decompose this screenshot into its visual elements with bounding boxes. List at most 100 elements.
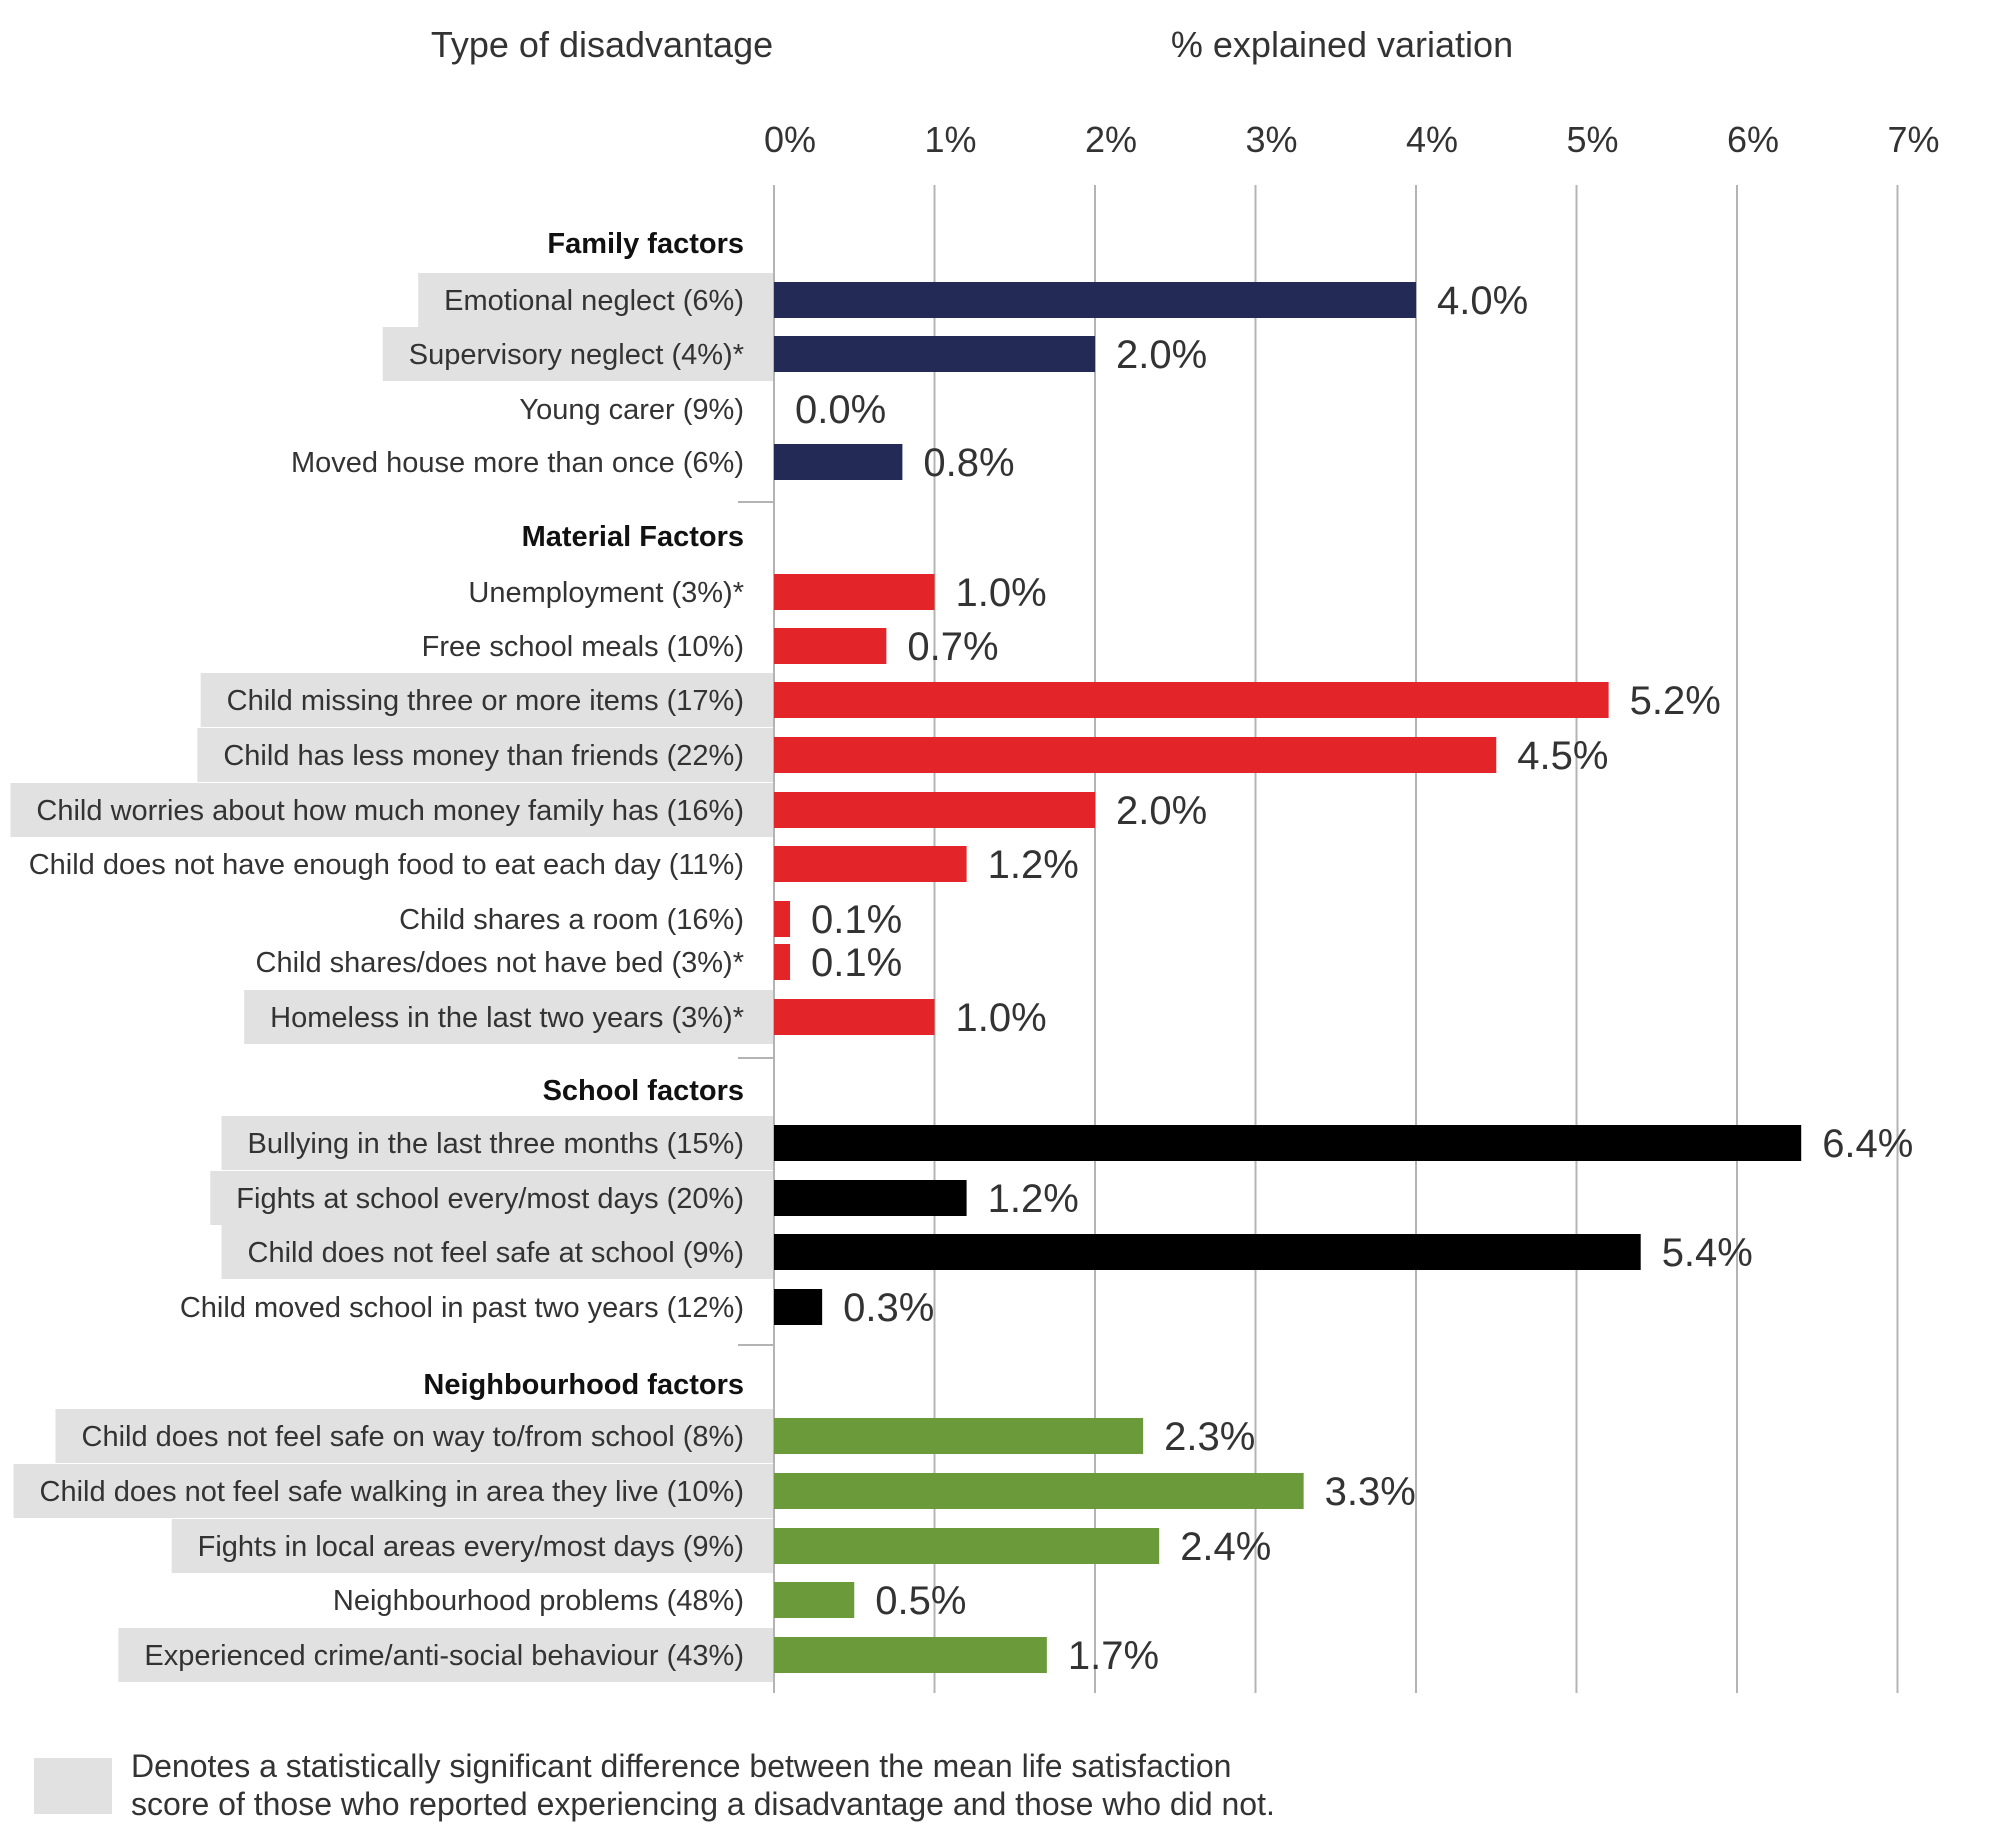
x-tick-label: 4% (1406, 119, 1458, 160)
row-label: Moved house more than once (6%) (291, 447, 744, 479)
bar (774, 1582, 855, 1618)
axis-separators (738, 501, 774, 1346)
row-label: Homeless in the last two years (3%)* (270, 1002, 744, 1034)
row-label: Child worries about how much money famil… (36, 795, 744, 827)
value-label: 3.3% (1325, 1470, 1416, 1514)
bar (774, 628, 887, 664)
significance-highlight (210, 1171, 774, 1225)
bar (774, 737, 1497, 773)
legend: Denotes a statistically significant diff… (34, 1748, 1275, 1822)
row-label: Neighbourhood problems (48%) (333, 1585, 744, 1617)
row-label: Child shares a room (16%) (399, 904, 744, 936)
bar (774, 336, 1095, 372)
highlight-layer (10, 273, 774, 1682)
bars-layer (774, 282, 1802, 1673)
group-title: School factors (543, 1075, 744, 1107)
column-header-left: Type of disadvantage (431, 24, 773, 65)
x-tick-label: 0% (764, 119, 816, 160)
value-label: 1.2% (988, 1177, 1079, 1221)
group-title: Material Factors (522, 521, 744, 553)
significance-highlight (13, 1464, 774, 1518)
significance-highlight (200, 673, 774, 727)
bar (774, 846, 967, 882)
significance-highlight (10, 783, 774, 837)
row-label: Child shares/does not have bed (3%)* (256, 947, 744, 979)
row-label: Fights in local areas every/most days (9… (198, 1531, 744, 1563)
row-label: Young carer (9%) (519, 394, 744, 426)
bar (774, 444, 903, 480)
group-title: Family factors (547, 228, 744, 260)
legend-text-line: Denotes a statistically significant diff… (131, 1748, 1231, 1784)
bar (774, 901, 791, 937)
bar (774, 999, 935, 1035)
x-tick-label: 2% (1085, 119, 1137, 160)
row-label: Child does not feel safe walking in area… (40, 1476, 744, 1508)
significance-highlight (55, 1409, 774, 1463)
value-label: 0.7% (907, 625, 998, 669)
row-label: Emotional neglect (6%) (444, 285, 744, 317)
row-label: Unemployment (3%)* (468, 577, 744, 609)
bar (774, 574, 935, 610)
column-header-right: % explained variation (1171, 24, 1513, 65)
x-tick-label: 6% (1727, 119, 1779, 160)
row-label: Free school meals (10%) (422, 631, 744, 663)
significance-highlight (244, 990, 774, 1044)
value-label: 2.3% (1164, 1415, 1255, 1459)
significance-highlight (171, 1519, 774, 1573)
row-label: Child does not feel safe on way to/from … (82, 1421, 745, 1453)
bar (774, 944, 791, 980)
bar (774, 792, 1095, 828)
x-tick-label: 1% (924, 119, 976, 160)
group-title: Neighbourhood factors (423, 1369, 744, 1401)
bar (774, 1473, 1304, 1509)
significance-highlight (221, 1225, 774, 1279)
value-label: 2.0% (1116, 333, 1207, 377)
value-label: 0.8% (923, 441, 1014, 485)
value-label: 4.0% (1437, 279, 1528, 323)
value-label: 0.0% (795, 388, 886, 432)
significance-highlight (118, 1628, 774, 1682)
value-label: 1.0% (956, 571, 1047, 615)
bar (774, 1528, 1160, 1564)
row-label: Fights at school every/most days (20%) (236, 1183, 744, 1215)
legend-swatch (34, 1758, 112, 1814)
bar (774, 1180, 967, 1216)
x-tick-label: 5% (1566, 119, 1618, 160)
value-label: 0.1% (811, 941, 902, 985)
value-label: 0.1% (811, 898, 902, 942)
row-label: Child moved school in past two years (12… (180, 1292, 744, 1324)
text-layer: Type of disadvantage % explained variati… (29, 24, 1940, 1678)
bar (774, 282, 1416, 318)
row-label: Supervisory neglect (4%)* (409, 339, 744, 371)
value-label: 1.0% (956, 996, 1047, 1040)
value-label: 0.3% (843, 1286, 934, 1330)
value-label: 2.4% (1180, 1525, 1271, 1569)
x-tick-label: 3% (1245, 119, 1297, 160)
row-label: Child does not have enough food to eat e… (29, 849, 744, 881)
legend-text-line: score of those who reported experiencing… (131, 1786, 1275, 1822)
value-label: 5.2% (1630, 679, 1721, 723)
row-label: Bullying in the last three months (15%) (248, 1128, 744, 1160)
significance-highlight (197, 728, 774, 782)
value-label: 1.7% (1068, 1634, 1159, 1678)
value-label: 5.4% (1662, 1231, 1753, 1275)
value-label: 4.5% (1517, 734, 1608, 778)
value-label: 1.2% (988, 843, 1079, 887)
bar (774, 1234, 1641, 1270)
row-label: Experienced crime/anti-social behaviour … (144, 1640, 744, 1672)
value-label: 2.0% (1116, 789, 1207, 833)
row-label: Child has less money than friends (22%) (223, 740, 744, 772)
significance-highlight (418, 273, 774, 327)
bar (774, 682, 1609, 718)
bar (774, 1637, 1047, 1673)
significance-highlight (382, 327, 774, 381)
bar (774, 1418, 1144, 1454)
gridlines (773, 185, 1899, 1693)
x-tick-label: 7% (1887, 119, 1939, 160)
bar (774, 1289, 823, 1325)
significance-highlight (221, 1116, 774, 1170)
row-label: Child does not feel safe at school (9%) (248, 1237, 745, 1269)
row-label: Child missing three or more items (17%) (227, 685, 744, 717)
